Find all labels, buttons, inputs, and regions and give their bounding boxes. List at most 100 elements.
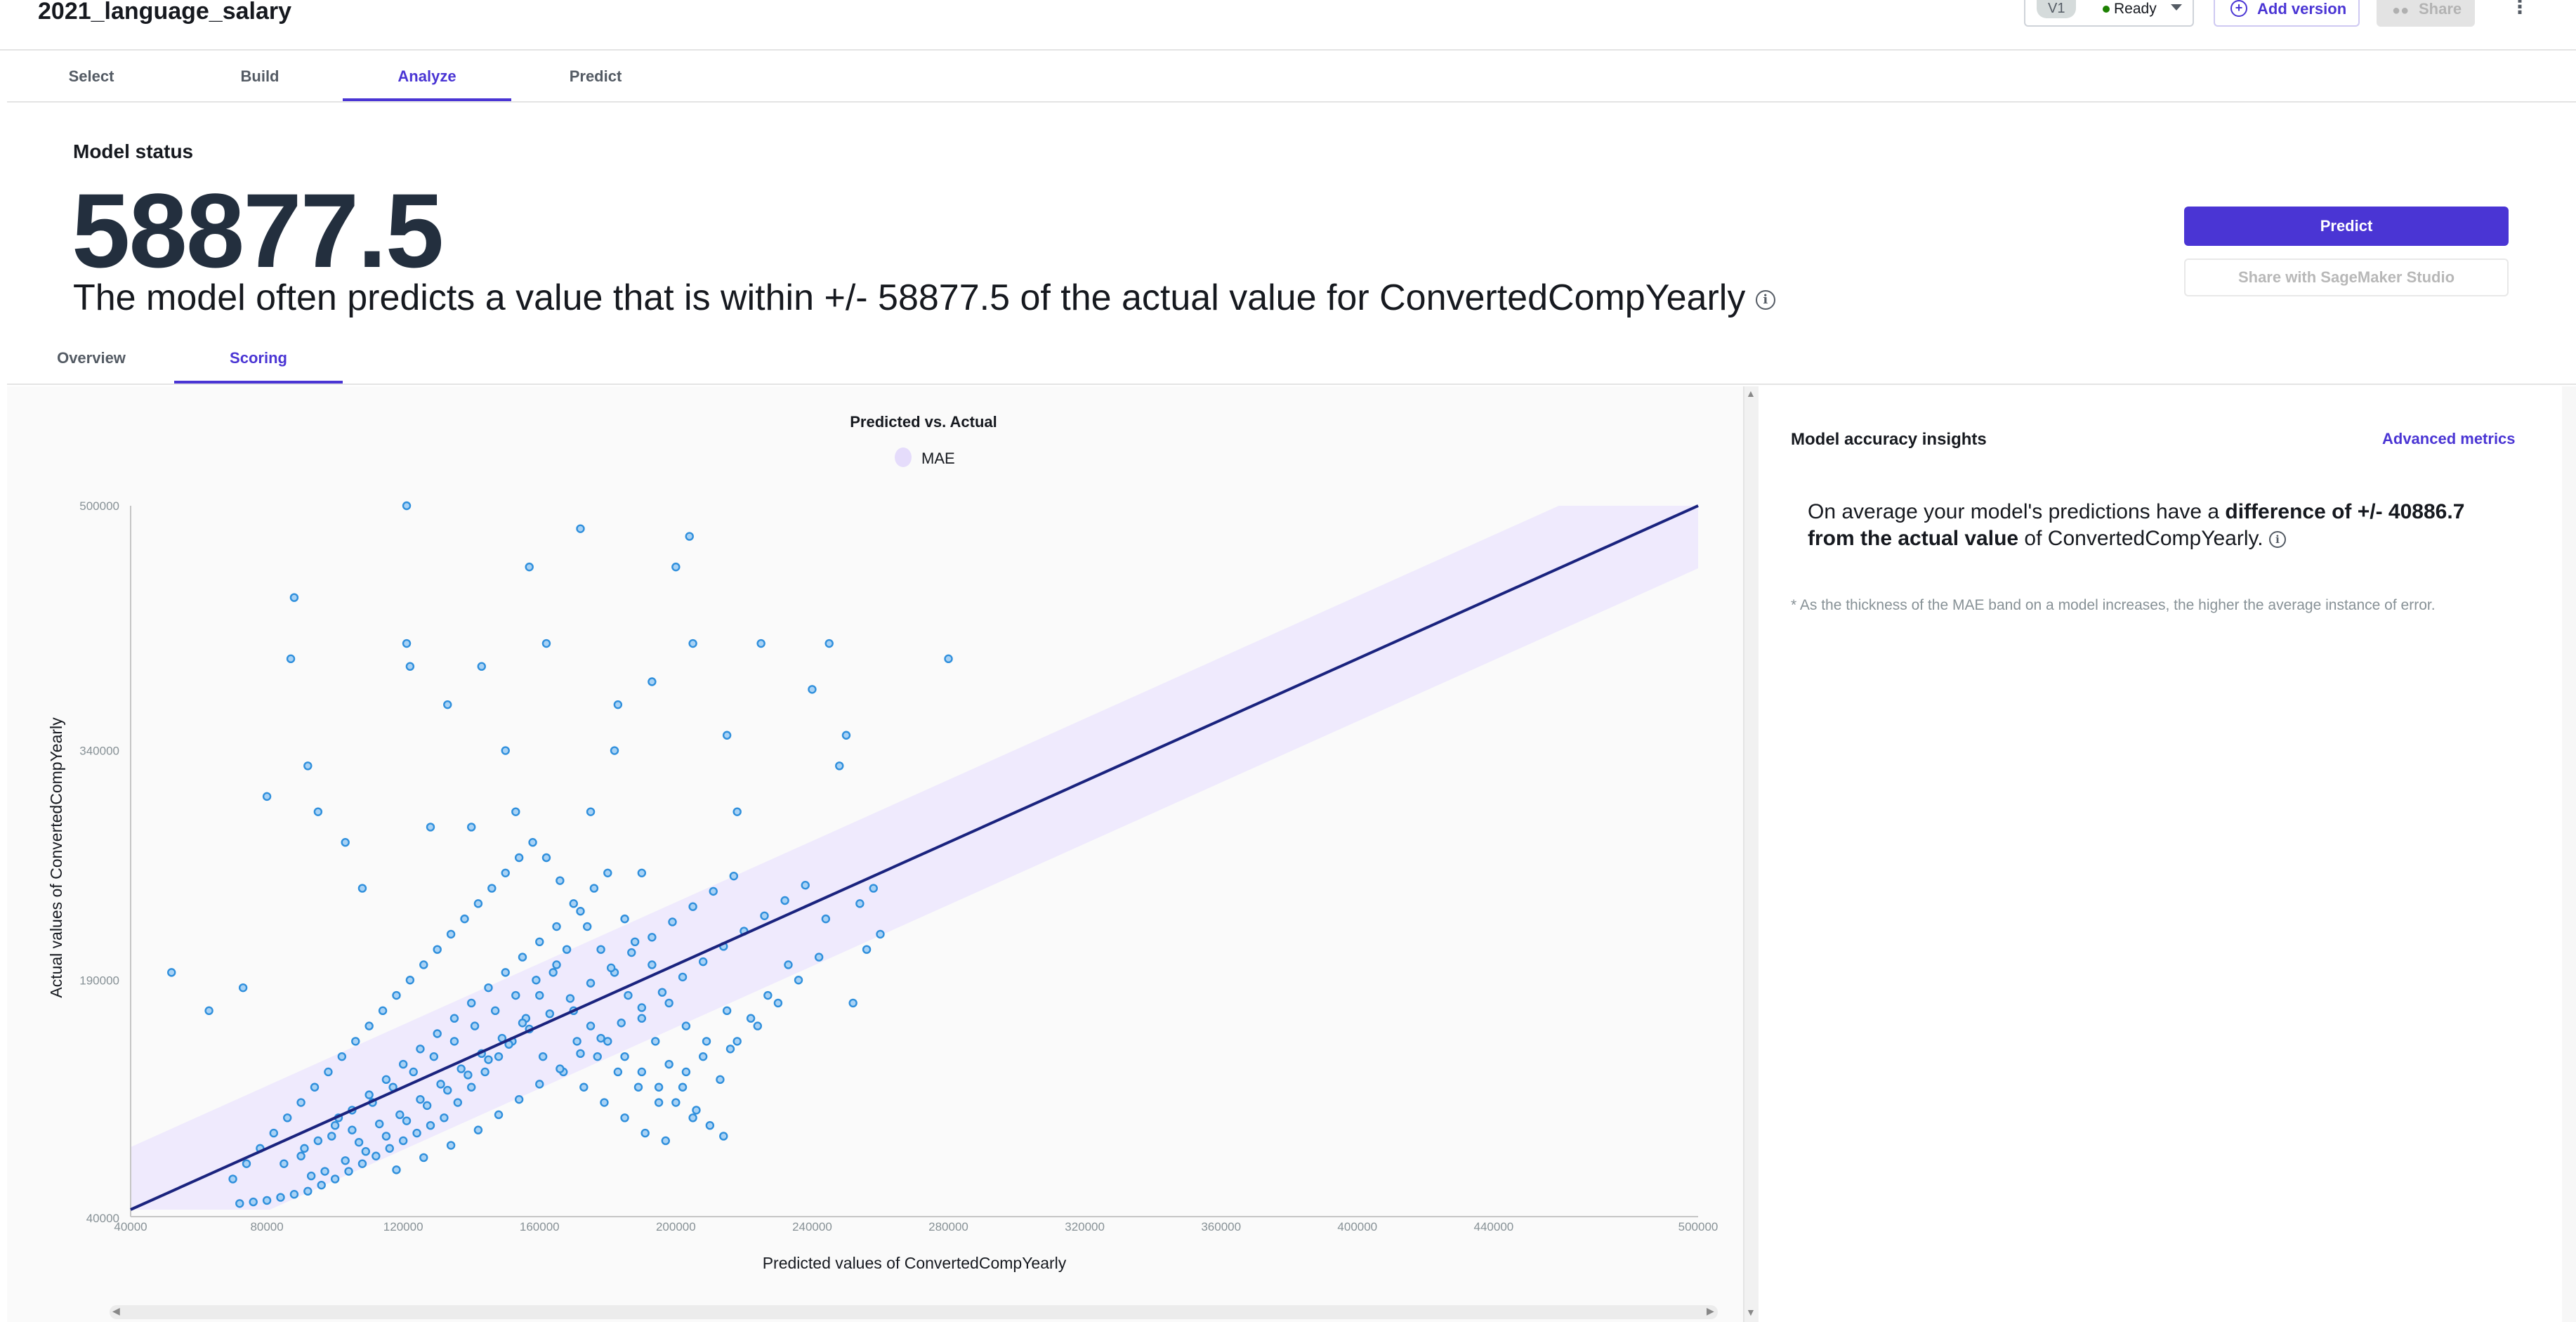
- data-point: [433, 1029, 442, 1038]
- data-point: [385, 1144, 394, 1153]
- data-point: [310, 1082, 320, 1092]
- data-point: [637, 868, 647, 877]
- data-point: [296, 1151, 305, 1160]
- data-point: [808, 685, 817, 694]
- data-point: [378, 1006, 388, 1016]
- x-tick-label: 280000: [928, 1220, 968, 1233]
- data-point: [617, 1019, 626, 1028]
- scroll-up-icon[interactable]: ▲: [1746, 388, 1756, 399]
- data-point: [501, 868, 510, 877]
- data-point: [630, 937, 640, 947]
- insights-note: * As the thickness of the MAE band on a …: [1791, 597, 2436, 613]
- main-tabs: Select Build Analyze Predict: [7, 52, 2576, 103]
- y-tick-label: 340000: [79, 745, 119, 758]
- data-point: [582, 922, 592, 931]
- data-point: [357, 1159, 367, 1168]
- data-point: [276, 1193, 285, 1202]
- metric-description: The model often predicts a value that is…: [73, 275, 1775, 320]
- kebab-icon[interactable]: ⋮: [2510, 0, 2530, 18]
- data-point: [586, 1021, 596, 1030]
- data-point: [313, 1136, 323, 1146]
- data-point: [330, 1120, 340, 1130]
- data-point: [756, 639, 765, 648]
- data-point: [613, 1067, 623, 1077]
- chart-horizontal-scrollbar[interactable]: [110, 1305, 1718, 1319]
- data-point: [354, 1137, 364, 1147]
- people-icon: ●●: [2392, 3, 2410, 18]
- share-button[interactable]: ●● Share: [2377, 0, 2475, 27]
- data-point: [341, 838, 350, 847]
- data-point: [443, 1085, 452, 1095]
- data-point: [511, 990, 520, 1000]
- data-point: [337, 1052, 347, 1061]
- insights-text-suffix: of ConvertedCompYearly.: [2018, 527, 2263, 550]
- data-point: [596, 945, 605, 954]
- tab-overview[interactable]: Overview: [57, 349, 126, 367]
- data-point: [317, 1180, 326, 1190]
- data-point: [446, 1141, 456, 1150]
- data-point: [576, 524, 585, 533]
- tab-analyze[interactable]: Analyze: [343, 52, 511, 101]
- add-version-button[interactable]: + Add version: [2214, 0, 2360, 27]
- data-point: [678, 972, 688, 982]
- data-point: [235, 1199, 244, 1208]
- chart-vertical-scrollbar[interactable]: [1744, 386, 1759, 1322]
- data-point: [760, 911, 769, 920]
- data-point: [409, 1067, 418, 1077]
- data-point: [494, 1052, 504, 1061]
- insights-panel: Model accuracy insights Advanced metrics…: [1760, 386, 2576, 1322]
- tab-scoring[interactable]: Scoring: [174, 333, 343, 384]
- data-point: [490, 1006, 500, 1016]
- data-point: [541, 853, 551, 863]
- data-point: [416, 1094, 425, 1104]
- data-point: [419, 960, 428, 969]
- share-with-studio-button[interactable]: Share with SageMaker Studio: [2184, 258, 2509, 296]
- data-point: [729, 871, 739, 881]
- data-point: [709, 886, 718, 896]
- info-icon[interactable]: i: [2268, 531, 2286, 549]
- data-point: [280, 1159, 289, 1168]
- insights-text: On average your model's predictions have…: [1808, 499, 2510, 552]
- data-point: [746, 1014, 756, 1023]
- data-point: [869, 884, 878, 893]
- info-icon[interactable]: i: [1755, 290, 1775, 310]
- data-point: [648, 933, 657, 942]
- tab-select[interactable]: Select: [68, 67, 114, 85]
- advanced-metrics-link[interactable]: Advanced metrics: [2382, 430, 2516, 447]
- data-point: [538, 1052, 548, 1061]
- model-status-label: Model status: [73, 140, 194, 162]
- tab-build[interactable]: Build: [240, 67, 280, 85]
- data-point: [262, 792, 272, 801]
- data-point: [269, 1128, 278, 1138]
- data-point: [511, 807, 520, 816]
- data-point: [716, 1075, 725, 1085]
- data-point: [773, 998, 783, 1008]
- data-point: [262, 1196, 272, 1205]
- data-point: [651, 1037, 660, 1046]
- data-point: [422, 1101, 432, 1111]
- scroll-left-icon[interactable]: ◀: [112, 1305, 120, 1316]
- data-point: [405, 976, 415, 985]
- data-point: [613, 700, 623, 709]
- data-point: [821, 914, 831, 924]
- status-dot-icon: [2103, 6, 2110, 13]
- scatter-chart: Predicted vs. Actual MAE 40000 80000 120000 1…: [47, 413, 1718, 1272]
- data-point: [313, 807, 323, 816]
- data-point: [784, 960, 793, 969]
- legend-label-mae: MAE: [921, 450, 955, 467]
- scroll-down-icon[interactable]: ▼: [1746, 1307, 1756, 1318]
- version-select[interactable]: V1 Ready: [2024, 0, 2194, 27]
- predict-button[interactable]: Predict: [2184, 207, 2509, 246]
- insights-scrollbar[interactable]: [2562, 386, 2576, 1322]
- data-point: [324, 1067, 333, 1077]
- data-point: [426, 823, 435, 832]
- insights-text-prefix: On average your model's predictions have…: [1808, 500, 2226, 523]
- data-point: [657, 988, 667, 997]
- scroll-right-icon[interactable]: ▶: [1707, 1305, 1714, 1316]
- reference-line: [130, 504, 1699, 1211]
- data-point: [565, 994, 575, 1003]
- data-point: [552, 922, 561, 931]
- tab-predict[interactable]: Predict: [569, 67, 622, 85]
- data-point: [876, 929, 885, 939]
- data-point: [814, 953, 824, 962]
